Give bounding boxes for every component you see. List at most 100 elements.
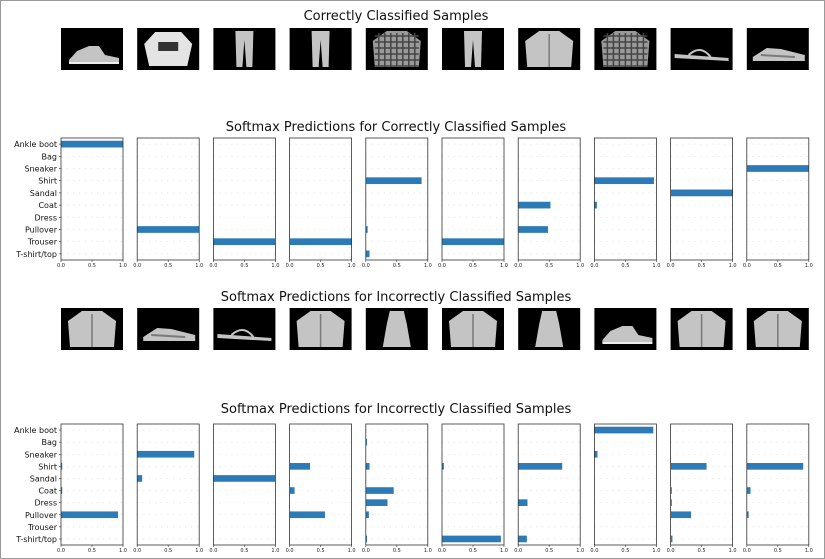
x-tick-label: 0.5 (393, 548, 401, 554)
sample-thumbnail-coat (61, 308, 123, 350)
y-category-label: Shirt (38, 462, 57, 471)
x-tick-label: 0.5 (240, 548, 248, 554)
title-correct-softmax: Softmax Predictions for Correctly Classi… (226, 120, 567, 135)
x-tick-label: 0.0 (743, 263, 751, 269)
bar-coat (61, 487, 63, 494)
x-tick-label: 1.0 (195, 548, 203, 554)
y-category-label: Ankle boot (14, 140, 57, 149)
bar-shirt (365, 463, 370, 470)
bar-t-shirt-top (365, 535, 368, 543)
sample-thumbnail-trouser (442, 28, 504, 70)
x-tick-label: 0.0 (133, 548, 141, 554)
bar-dress (670, 499, 672, 506)
bar-coat (518, 201, 551, 209)
bar-t-shirt-top (518, 535, 527, 543)
bar-dress (365, 499, 388, 506)
x-tick-label: 0.0 (57, 263, 65, 269)
sample-thumbnail-coat (746, 308, 809, 350)
x-tick-label: 0.0 (209, 548, 217, 554)
bar-shirt (746, 463, 804, 470)
softmax-panel: 0.0 0.5 1.0 (57, 423, 127, 554)
x-tick-label: 1.0 (119, 548, 127, 554)
bar-ankle-boot (61, 140, 123, 148)
bar-pullover (365, 511, 369, 519)
bar-trouser (289, 238, 352, 246)
bar-shirt (670, 463, 707, 470)
bar-pullover (289, 511, 325, 519)
x-tick-label: 1.0 (652, 548, 660, 554)
softmax-panel: 0.0 0.5 1.0 (133, 137, 203, 269)
x-tick-label: 0.5 (621, 548, 629, 554)
x-tick-label: 0.0 (362, 548, 370, 554)
softmax-panel: 0.0 0.5 1.0 (743, 137, 813, 269)
bar-sandal (670, 189, 733, 197)
x-tick-label: 0.0 (514, 548, 522, 554)
bar-sneaker (137, 450, 195, 458)
y-category-label: Dress (34, 213, 57, 222)
y-category-label: Coat (38, 201, 57, 210)
x-tick-label: 0.5 (88, 263, 96, 269)
bar-ankle-boot (594, 426, 654, 434)
title-correct-samples: Correctly Classified Samples (304, 9, 489, 24)
softmax-panel: 0.0 0.5 1.0 (209, 423, 279, 554)
softmax-panel: 0.0 0.5 1.0 (286, 423, 356, 554)
x-tick-label: 0.0 (438, 263, 446, 269)
y-category-label: Trouser (27, 238, 58, 247)
softmax-panel: 0.0 0.5 1.0 (209, 137, 279, 269)
x-tick-label: 1.0 (652, 263, 660, 269)
x-tick-label: 1.0 (729, 263, 737, 269)
x-tick-label: 1.0 (729, 548, 737, 554)
bar-t-shirt-top (365, 250, 370, 258)
x-tick-label: 1.0 (500, 548, 508, 554)
sample-thumbnail-ankle-boot (594, 308, 657, 350)
softmax-panel: 0.0 0.5 1.0 (590, 423, 660, 554)
bar-coat (365, 487, 394, 494)
y-category-label: T-shirt/top (15, 535, 57, 544)
bar-pullover (670, 511, 692, 519)
bar-trouser (442, 238, 504, 246)
y-category-label: Pullover (25, 226, 58, 235)
y-category-label: Bag (42, 438, 57, 447)
softmax-panel: 0.0 0.5 1.0 (286, 137, 356, 269)
softmax-panel: 0.0 0.5 1.0 (667, 423, 737, 554)
softmax-panel: 0.0 0.5 1.0 (514, 137, 584, 269)
bar-shirt (518, 463, 563, 470)
x-tick-label: 0.5 (317, 263, 325, 269)
bar-shirt (365, 177, 422, 185)
softmax-panel: 0.0 0.5 1.0 (362, 137, 432, 269)
bar-sneaker (594, 450, 598, 458)
bar-trouser (213, 238, 276, 246)
x-tick-label: 0.0 (667, 548, 675, 554)
x-tick-label: 1.0 (271, 263, 279, 269)
x-tick-label: 1.0 (348, 548, 356, 554)
y-category-label: Sneaker (24, 450, 57, 459)
softmax-panel: 0.0 0.5 1.0 (438, 423, 508, 554)
sample-thumbnail-shirt (442, 308, 504, 350)
x-tick-label: 0.0 (438, 548, 446, 554)
x-tick-label: 1.0 (348, 263, 356, 269)
x-tick-label: 1.0 (576, 263, 584, 269)
bar-sandal (137, 475, 143, 482)
softmax-panel: 0.0 0.5 1.0 (590, 137, 660, 269)
bar-coat (746, 487, 751, 494)
x-tick-label: 1.0 (424, 548, 432, 554)
bar-dress (518, 499, 528, 506)
x-tick-label: 1.0 (500, 263, 508, 269)
x-tick-label: 0.5 (621, 263, 629, 269)
y-category-label: Sandal (30, 189, 57, 198)
y-category-label: Coat (38, 487, 57, 496)
y-category-label: Sandal (30, 474, 57, 483)
y-category-label: Sneaker (24, 165, 57, 174)
x-tick-label: 0.5 (698, 548, 706, 554)
correct-softmax-panels: 0.0 0.5 1.0 0.0 0.5 1.0 0.0 0.5 1.0 0.0 0.5 1.0 0.0 0… (14, 137, 813, 269)
sample-thumbnail-pullover (289, 308, 352, 350)
sample-thumbnail-shirt-lee (137, 28, 200, 70)
x-tick-label: 0.0 (57, 548, 65, 554)
bar-pullover (61, 511, 119, 519)
bar-t-shirt-top (670, 535, 673, 543)
title-incorrect-samples: Softmax Predictions for Incorrectly Clas… (221, 290, 572, 305)
softmax-panel: 0.0 0.5 1.0 (743, 423, 813, 554)
bar-sandal (213, 475, 276, 482)
sample-thumbnail-pullover (670, 308, 733, 350)
